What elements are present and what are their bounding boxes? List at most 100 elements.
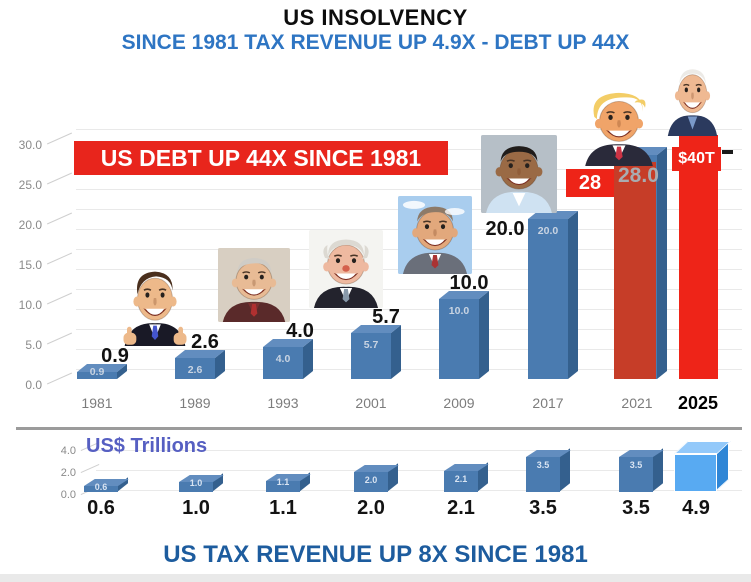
rev-bar-value-label: 2.1 (447, 497, 475, 519)
rev-bar-front (619, 457, 653, 492)
debt-y-tick-label: 30.0 (18, 138, 42, 152)
rev-bar-value-label: 3.5 (622, 497, 650, 519)
debt-bar-inner-label: 4.0 (275, 353, 291, 365)
debt-y-tickmark (46, 212, 73, 225)
debt-bar-value-label: 4.0 (286, 320, 314, 342)
debt-gridline (76, 349, 742, 350)
rev-bar-inner-label: 0.6 (94, 482, 108, 492)
rev-gridline (96, 490, 742, 491)
debt-y-tick-label: 5.0 (25, 338, 42, 352)
debt-bar-inner-label: 2.6 (187, 364, 203, 377)
rev-bar-value-label: 4.9 (682, 497, 710, 519)
debt-bar-1981-front (77, 371, 117, 379)
debt-y-tick-label: 25.0 (18, 178, 42, 192)
debt-2025-badge: $40T (672, 147, 721, 171)
rev-bar-value-label: 0.6 (87, 497, 115, 519)
rev-y-tick-label: 4.0 (60, 445, 76, 457)
bush-jr-caricature (398, 196, 472, 274)
debt-x-label-2025: 2025 (677, 393, 719, 413)
debt-2021-badge: 28 (566, 169, 614, 197)
debt-x-label-2021: 2021 (621, 395, 653, 411)
debt-x-label-2009: 2009 (443, 395, 475, 411)
reagan-caricature (120, 262, 190, 346)
debt-gridline (76, 329, 742, 330)
rev-bar-front (84, 486, 118, 492)
tick-dash (722, 150, 733, 154)
debt-y-tickmark (46, 372, 73, 385)
debt-gridline (76, 189, 742, 190)
clinton-caricature (309, 230, 383, 308)
debt-y-tick-label: 10.0 (18, 298, 42, 312)
debt-bar-2017-side (568, 210, 578, 379)
debt-y-tick-label: 15.0 (18, 258, 42, 272)
chart-separator (16, 427, 742, 430)
debt-y-tick-label: 20.0 (18, 218, 42, 232)
debt-2021-top-label: 28.0 (618, 164, 659, 187)
debt-bar-inner-label: 20.0 (537, 225, 559, 237)
rev-bar-front (526, 457, 560, 492)
debt-y-tickmark (46, 132, 73, 145)
rev-bar-inner-label: 1.0 (189, 478, 203, 488)
rev-y-tick-label: 2.0 (60, 467, 76, 479)
debt-bar-2025-red (679, 135, 718, 379)
debt-bar-inner-label: 10.0 (448, 305, 470, 317)
debt-y-tick-label: 0.0 (25, 378, 42, 392)
debt-y-tickmark (46, 252, 73, 265)
debt-gridline (76, 309, 742, 310)
debt-gridline (76, 289, 742, 290)
debt-bar-value-label: 20.0 (485, 218, 525, 240)
debt-banner: US DEBT UP 44X SINCE 1981 (74, 141, 448, 175)
rev-bar-value-label: 1.0 (182, 497, 210, 519)
debt-x-label-1993: 1993 (267, 395, 299, 411)
rev-bar-inner-label: 1.1 (276, 477, 290, 487)
page-subtitle: SINCE 1981 TAX REVENUE UP 4.9X - DEBT UP… (121, 31, 630, 54)
debt-bar-value-label: 10.0 (449, 272, 489, 294)
debt-bar-inner-label: 0.9 (89, 366, 105, 378)
rev-bar-inner-label: 2.0 (364, 475, 378, 485)
debt-x-label-2017: 2017 (532, 395, 564, 411)
debt-x-label-2001: 2001 (355, 395, 387, 411)
rev-bar-inner-label: 3.5 (536, 460, 550, 470)
debt-y-tickmark (46, 172, 73, 185)
rev-cube-front (674, 454, 717, 492)
rev-bar-value-label: 2.0 (357, 497, 385, 519)
rev-bar-value-label: 1.1 (269, 497, 297, 519)
rev-bar-value-label: 3.5 (529, 497, 557, 519)
rev-bar-inner-label: 2.1 (454, 474, 468, 484)
debt-bar-2009-front (439, 299, 479, 379)
debt-bar-value-label: 2.6 (191, 331, 219, 354)
debt-bar-1993-front (263, 347, 303, 379)
debt-gridline (76, 129, 742, 130)
debt-bar-1989-front (175, 358, 215, 379)
debt-bar-2009-side (479, 290, 489, 379)
rev-gridline (96, 470, 742, 471)
debt-y-tickmark (46, 332, 73, 345)
debt-bar-2021-red-overlay (614, 162, 656, 379)
debt-bar-2017-front (528, 219, 568, 379)
debt-x-label-1981: 1981 (81, 395, 113, 411)
rev-y-tickmark (80, 463, 100, 474)
rev-bar-front (444, 471, 478, 492)
rev-gridline (96, 450, 742, 451)
rev-bar-inner-label: 3.5 (629, 460, 643, 470)
debt-y-tickmark (46, 292, 73, 305)
page-title: US INSOLVENCY (283, 5, 468, 30)
revenue-title: US TAX REVENUE UP 8X SINCE 1981 (163, 541, 588, 568)
debt-x-label-1989: 1989 (179, 395, 211, 411)
rev-bar-front (179, 482, 213, 492)
rev-y-tick-label: 0.0 (60, 489, 76, 501)
debt-bar-value-label: 5.7 (372, 306, 400, 329)
debt-bar-2001-front (351, 333, 391, 379)
trump-caricature (580, 86, 658, 166)
debt-gridline (76, 369, 742, 370)
rev-bar-front (266, 481, 300, 492)
biden-caricature (664, 60, 721, 136)
debt-bar-value-label: 0.9 (101, 344, 129, 367)
bush-sr-portrait (218, 248, 290, 322)
footer-band (0, 574, 751, 582)
rev-bar-front (354, 472, 388, 492)
obama-photo (481, 135, 557, 213)
unit-label: US$ Trillions (86, 435, 208, 457)
debt-bar-inner-label: 5.7 (363, 339, 379, 352)
